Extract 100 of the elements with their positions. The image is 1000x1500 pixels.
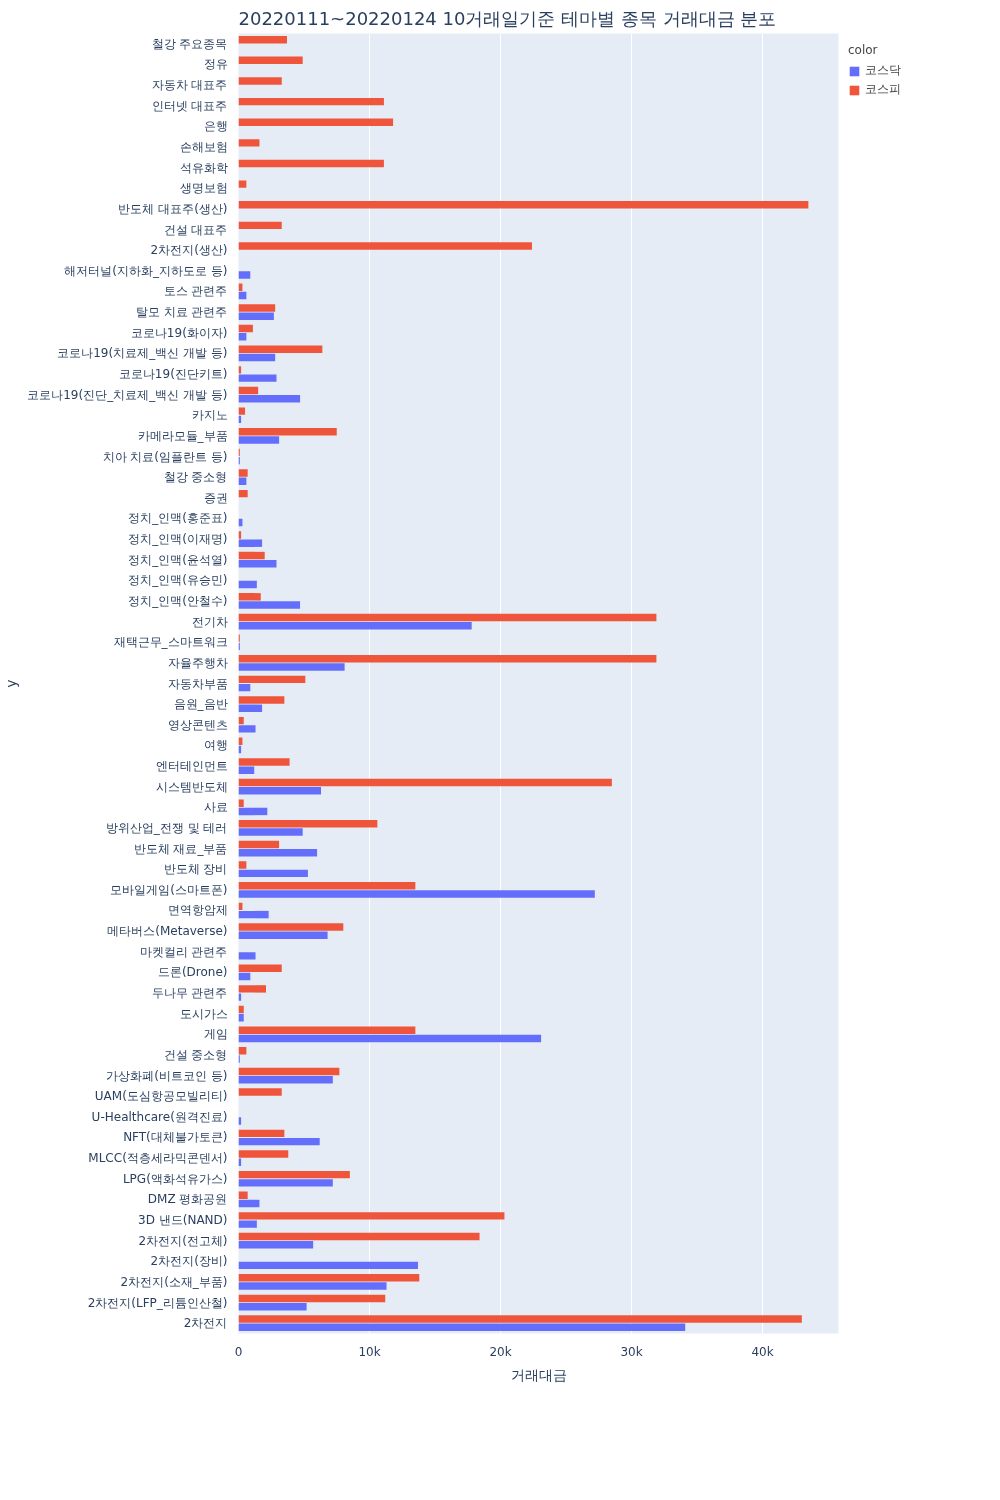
bar: [238, 655, 657, 663]
y-tick-label: 2차전지(전고체): [138, 1233, 228, 1248]
bar: [238, 428, 337, 436]
bar: [238, 580, 257, 589]
y-tick-label: 철강 중소형: [163, 470, 228, 485]
bar: [238, 778, 612, 787]
bar: [238, 931, 328, 939]
bar: [238, 869, 308, 878]
bar: [238, 221, 282, 230]
y-tick-label: 토스 관련주: [163, 284, 228, 299]
bar: [238, 539, 263, 547]
y-tick-label: 인터넷 대표주: [151, 98, 228, 113]
y-tick-label: 손해보험: [179, 139, 228, 154]
bar: [238, 1220, 257, 1228]
y-tick-label: 자동차부품: [167, 676, 228, 691]
bar: [238, 882, 416, 890]
bar: [238, 910, 269, 919]
bar: [238, 613, 657, 622]
y-tick-label: NFT(대체불가토큰): [123, 1130, 228, 1145]
bar: [238, 312, 274, 320]
y-tick-label: 2차전지(소재_부품): [120, 1274, 228, 1289]
bar: [238, 787, 322, 795]
y-tick-label: 석유화학: [179, 160, 228, 175]
bar: [238, 242, 532, 250]
x-tick-label: 0: [234, 1344, 243, 1359]
bar: [238, 675, 306, 684]
bar: [238, 828, 303, 836]
bar: [238, 1137, 320, 1146]
bar: [238, 551, 265, 560]
bar: [238, 725, 256, 733]
bar: [238, 1323, 686, 1332]
bar: [238, 890, 595, 898]
y-tick-label: DMZ 평화공원: [147, 1192, 228, 1207]
y-tick-label: 사료: [203, 800, 228, 815]
y-tick-label: 카지노: [191, 408, 228, 423]
bar: [238, 271, 251, 279]
bar: [238, 848, 318, 857]
y-tick-label: 증권: [203, 490, 228, 505]
y-tick-label: 마켓컬리 관련주: [139, 944, 228, 959]
y-tick-label: 두나무 관련주: [151, 986, 228, 1001]
bar: [238, 56, 303, 65]
y-tick-label: MLCC(적층세라믹콘덴서): [88, 1151, 228, 1166]
bar: [238, 1047, 247, 1055]
y-tick-label: 반도체 장비: [163, 862, 228, 877]
y-tick-label: 정치_인맥(유승민): [128, 573, 228, 588]
y-tick-label: 2차전지(생산): [150, 243, 228, 258]
y-tick-label: 정치_인맥(홍준표): [128, 511, 228, 526]
y-tick-label: 모바일게임(스마트폰): [110, 882, 228, 897]
y-tick-label: 은행: [203, 119, 228, 134]
bar: [238, 1274, 420, 1282]
y-tick-label: 해저터널(지하화_지하도로 등): [64, 263, 228, 278]
bar: [238, 799, 244, 807]
legend-label: 코스닥: [865, 62, 901, 79]
y-tick-label: 음원_음반: [173, 697, 228, 712]
bar: [238, 1026, 416, 1034]
y-tick-label: 3D 낸드(NAND): [138, 1213, 228, 1228]
bar: [238, 97, 384, 106]
bar: [238, 1282, 387, 1290]
x-tick-label: 20k: [489, 1344, 512, 1359]
y-tick-label: 정치_인맥(이재명): [128, 532, 228, 547]
y-tick-label: 자동차 대표주: [151, 78, 228, 93]
y-tick-label: 코로나19(진단_치료제_백신 개발 등): [27, 387, 228, 402]
y-tick-label: 반도체 대표주(생산): [118, 201, 228, 216]
y-tick-label: 탈모 치료 관련주: [135, 305, 228, 320]
bar: [238, 1034, 542, 1043]
y-tick-label: 2차전지(LFP_리튬인산철): [87, 1295, 228, 1310]
bar: [238, 1294, 386, 1303]
y-tick-label: UAM(도심항공모빌리티): [94, 1089, 228, 1104]
y-tick-label: 여행: [203, 738, 228, 753]
y-tick-label: 면역항암제: [167, 903, 228, 918]
x-axis-title: 거래대금: [510, 1366, 567, 1383]
bar: [238, 333, 247, 341]
y-axis-title: y: [3, 679, 20, 688]
bar: [238, 716, 244, 725]
y-tick-label: 도시가스: [179, 1006, 228, 1021]
bar: [238, 1179, 333, 1187]
bar: [238, 1191, 248, 1199]
legend-title: color: [848, 43, 879, 57]
y-tick-label: 2차전지: [183, 1316, 228, 1331]
bar: [238, 1212, 505, 1220]
bar: [238, 436, 280, 444]
y-tick-label: 코로나19(진단키트): [118, 366, 228, 381]
bar: [238, 861, 247, 869]
y-tick-label: 건설 대표주: [163, 222, 228, 237]
bar: [238, 180, 247, 188]
y-tick-label: 생명보험: [179, 181, 228, 196]
y-tick-label: LPG(액화석유가스): [122, 1171, 228, 1186]
bar: [238, 35, 287, 44]
bar: [238, 469, 248, 477]
bar: [238, 353, 276, 362]
y-tick-label: 자율주행차: [167, 655, 228, 670]
bar: [238, 1005, 244, 1014]
bar: [238, 1014, 244, 1022]
bar: [238, 923, 344, 931]
x-tick-label: 40k: [751, 1344, 774, 1359]
bar: [238, 1199, 260, 1208]
bar: [238, 758, 290, 766]
bar: [238, 766, 255, 774]
bar: [238, 139, 260, 147]
bar: [238, 324, 253, 333]
